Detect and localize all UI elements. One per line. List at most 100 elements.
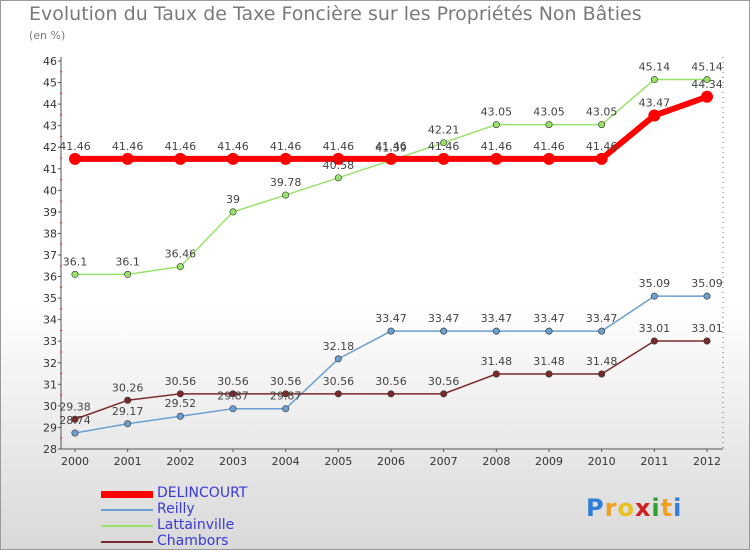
data-label: 31.48 xyxy=(481,355,513,368)
data-point xyxy=(282,390,290,398)
data-point xyxy=(440,139,448,147)
data-label: 43.05 xyxy=(533,106,565,119)
legend-swatch xyxy=(101,509,153,511)
data-label: 41.46 xyxy=(533,140,565,153)
data-point xyxy=(545,370,553,378)
data-point xyxy=(703,292,711,300)
x-tick-label: 2010 xyxy=(588,455,616,468)
data-label: 42.21 xyxy=(428,124,460,137)
data-point xyxy=(598,370,606,378)
logo-letter: i xyxy=(651,494,661,522)
data-label: 29.87 xyxy=(270,390,302,403)
data-label: 33.01 xyxy=(691,322,723,335)
data-point xyxy=(124,396,132,404)
data-label: 30.26 xyxy=(112,381,144,394)
data-point xyxy=(492,121,500,129)
data-point xyxy=(279,152,292,165)
x-tick-label: 2006 xyxy=(377,455,405,468)
data-point xyxy=(490,152,503,165)
x-tick-label: 2000 xyxy=(61,455,89,468)
y-tick-label: 34 xyxy=(43,314,57,327)
legend-swatch xyxy=(101,525,153,527)
data-point xyxy=(176,390,184,398)
y-tick-label: 39 xyxy=(43,206,57,219)
data-label: 41.46 xyxy=(270,140,302,153)
data-label: 41.46 xyxy=(165,140,197,153)
data-point xyxy=(71,270,79,278)
data-label: 41.46 xyxy=(586,140,618,153)
data-label: 36.1 xyxy=(115,255,140,268)
y-tick-label: 43 xyxy=(43,120,57,133)
data-label: 41.46 xyxy=(375,140,407,153)
data-point xyxy=(121,152,134,165)
legend-label: Reilly xyxy=(157,501,195,517)
data-point xyxy=(124,420,132,428)
legend-label: DELINCOURT xyxy=(157,485,248,501)
y-tick-label: 30 xyxy=(43,400,57,413)
logo-letter: x xyxy=(634,494,652,522)
data-label: 39 xyxy=(226,193,240,206)
data-point xyxy=(334,174,342,182)
x-tick-label: 2002 xyxy=(166,455,194,468)
data-point xyxy=(543,152,555,165)
data-point xyxy=(598,121,606,129)
axis-ticks: 28 29 30 31 32 33 34 35 36 37 38 39 40 41 42 43 44 45 46 20… xyxy=(43,55,721,468)
data-label: 28.74 xyxy=(59,414,91,427)
data-label: 43.05 xyxy=(586,106,618,119)
y-tick-label: 36 xyxy=(43,271,57,284)
y-tick-label: 46 xyxy=(43,55,57,68)
x-tick-label: 2012 xyxy=(693,455,721,468)
data-label: 31.48 xyxy=(533,355,565,368)
data-label: 33.47 xyxy=(586,312,618,325)
x-tick-label: 2001 xyxy=(114,455,142,468)
data-label: 29.17 xyxy=(112,405,144,418)
data-point xyxy=(227,152,239,165)
data-point xyxy=(598,327,606,335)
data-point xyxy=(69,152,81,165)
data-label: 41.46 xyxy=(481,140,513,153)
data-point xyxy=(174,152,187,165)
data-label: 30.56 xyxy=(217,375,249,388)
y-tick-label: 32 xyxy=(43,357,57,370)
data-label: 30.56 xyxy=(165,375,197,388)
data-point xyxy=(176,412,184,420)
x-tick-label: 2007 xyxy=(430,455,458,468)
data-label: 30.56 xyxy=(270,375,302,388)
data-point xyxy=(387,390,395,398)
x-tick-label: 2011 xyxy=(640,455,668,468)
data-point xyxy=(650,337,658,345)
legend-swatch xyxy=(101,541,153,543)
data-point xyxy=(71,415,79,423)
data-point xyxy=(229,208,237,216)
x-tick-label: 2005 xyxy=(324,455,352,468)
data-point xyxy=(71,429,79,437)
legend-label: Lattainville xyxy=(157,517,235,533)
y-tick-label: 41 xyxy=(43,163,57,176)
data-label: 41.39 xyxy=(375,141,407,154)
data-point xyxy=(595,152,608,165)
logo-letter: t xyxy=(660,494,674,522)
data-point xyxy=(176,263,184,271)
x-tick-label: 2003 xyxy=(219,455,247,468)
data-labels: 28.74 29.17 29.52 29.87 29.87 32.18 33.47 33.47… xyxy=(59,61,723,428)
data-label: 29.38 xyxy=(59,400,91,413)
y-axis-unit-label: (en %) xyxy=(29,29,66,42)
logo-letter: o xyxy=(617,494,635,522)
y-tick-label: 40 xyxy=(43,184,57,197)
axes xyxy=(60,57,724,450)
data-point xyxy=(334,355,342,363)
y-tick-label: 37 xyxy=(43,249,57,262)
data-point xyxy=(387,327,395,335)
x-tick-label: 2009 xyxy=(535,455,563,468)
y-tick-label: 31 xyxy=(43,378,57,391)
data-label: 33.47 xyxy=(375,312,407,325)
data-point xyxy=(650,292,658,300)
data-point xyxy=(282,191,290,199)
data-point xyxy=(492,370,500,378)
y-tick-label: 45 xyxy=(43,77,57,90)
x-tick-label: 2004 xyxy=(272,455,300,468)
data-label: 33.47 xyxy=(428,312,460,325)
data-point xyxy=(703,76,711,84)
data-label: 43.05 xyxy=(481,106,513,119)
